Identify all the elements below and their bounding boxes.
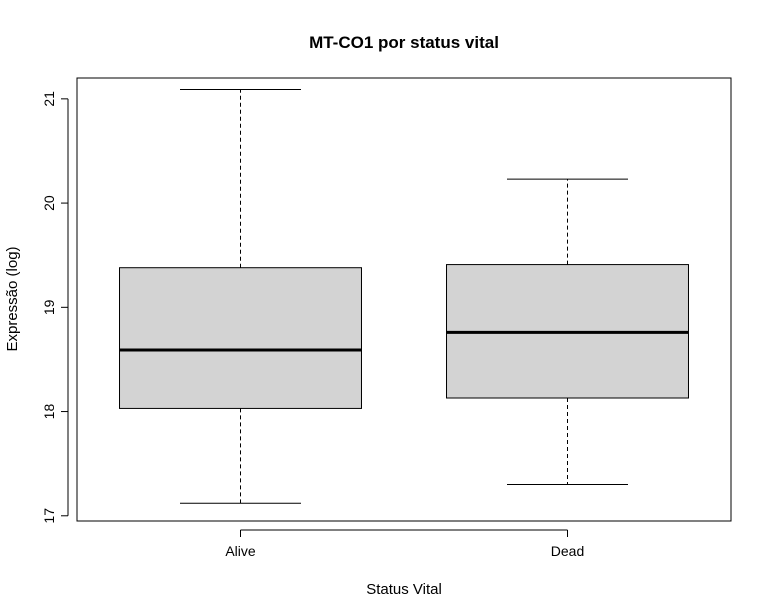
y-tick-label: 19 xyxy=(41,299,57,315)
y-tick-label: 17 xyxy=(41,508,57,524)
y-axis-label: Expressão (log) xyxy=(4,246,21,351)
chart-title: MT-CO1 por status vital xyxy=(309,33,499,52)
x-tick-label: Alive xyxy=(225,543,256,559)
iqr-box xyxy=(119,267,362,409)
plot-frame xyxy=(76,77,732,522)
x-tick-label: Dead xyxy=(551,543,584,559)
x-axis-label: Status Vital xyxy=(366,581,442,598)
y-tick-label: 21 xyxy=(41,91,57,107)
x-axis: Alive Dead xyxy=(225,529,584,559)
box-alive xyxy=(119,88,362,504)
y-tick-label: 18 xyxy=(41,404,57,420)
box-dead xyxy=(446,178,689,486)
y-tick-label: 20 xyxy=(41,195,57,211)
boxes xyxy=(119,88,689,504)
y-axis: 17 18 19 20 21 xyxy=(41,91,69,524)
